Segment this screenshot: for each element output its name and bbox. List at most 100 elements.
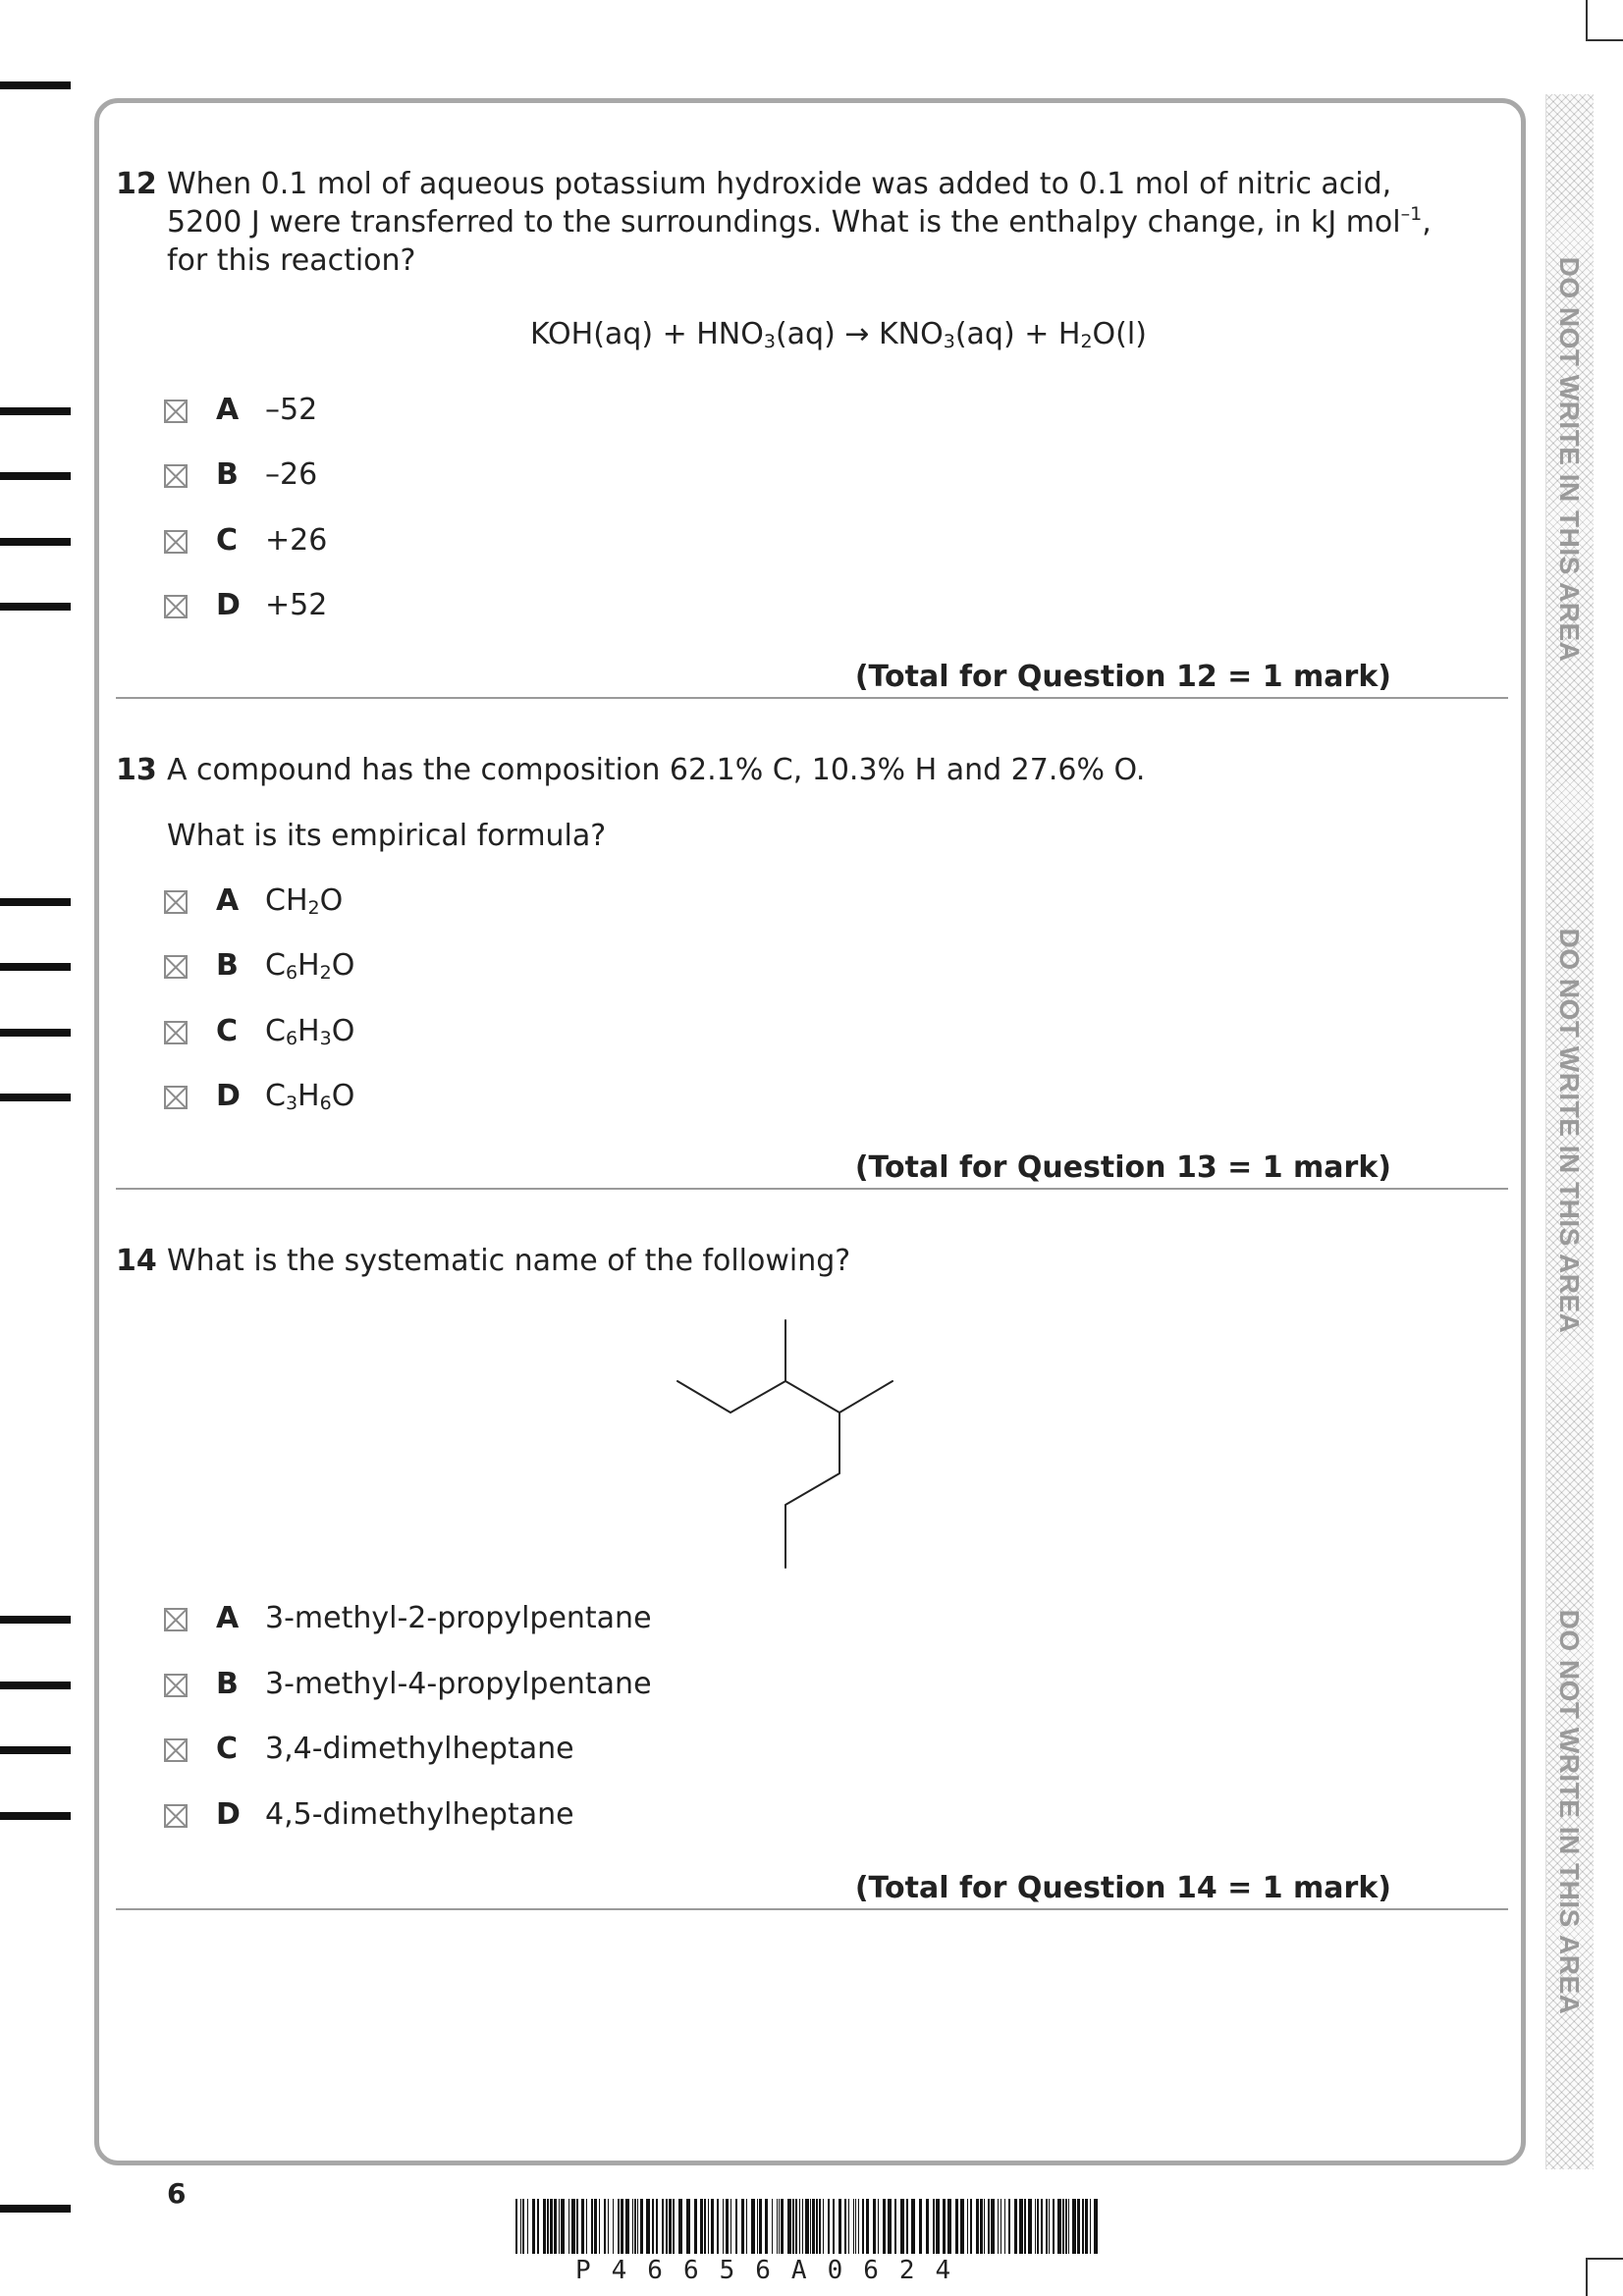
timing-mark — [0, 1812, 71, 1820]
option-text: 3-methyl-4-propylpentane — [265, 1667, 652, 1701]
question-total: (Total for Question 12 = 1 mark) — [854, 660, 1391, 694]
barcode-bar — [816, 2199, 818, 2254]
answer-checkbox-12b[interactable] — [164, 464, 188, 488]
option-formula: C6H3O — [265, 1014, 355, 1049]
question-total: (Total for Question 13 = 1 mark) — [854, 1150, 1391, 1185]
question-12-line-2: 5200 J were transferred to the surroundi… — [167, 203, 1432, 240]
barcode-bar — [656, 2199, 658, 2254]
option-letter: B — [216, 1667, 239, 1701]
barcode-bar — [746, 2199, 747, 2254]
barcode-bar — [586, 2199, 587, 2254]
barcode-bar — [883, 2199, 886, 2254]
answer-checkbox-13c[interactable] — [164, 1021, 188, 1044]
crop-mark — [1586, 2258, 1623, 2260]
barcode-bar — [522, 2199, 524, 2254]
timing-mark — [0, 1029, 71, 1037]
barcode-bar — [810, 2199, 811, 2254]
question-13-text: A compound has the composition 62.1% C, … — [167, 753, 1146, 787]
answer-checkbox-14d[interactable] — [164, 1804, 188, 1828]
barcode-bar — [520, 2199, 521, 2254]
barcode-bar — [735, 2199, 737, 2254]
barcode-bar — [1053, 2199, 1055, 2254]
barcode-bar — [613, 2199, 614, 2254]
barcode-bar — [532, 2199, 535, 2254]
option-letter: D — [216, 588, 241, 622]
barcode-bar — [906, 2199, 908, 2254]
barcode-bar — [779, 2199, 780, 2254]
question-12-text: When 0.1 mol of aqueous potassium hydrox… — [167, 165, 1443, 280]
barcode-bar — [704, 2199, 706, 2254]
barcode-bar — [976, 2199, 979, 2254]
question-number: 13 — [116, 753, 157, 787]
main-chain-bond — [676, 1380, 840, 1569]
option-letter: A — [216, 393, 240, 427]
option-formula: C3H6O — [265, 1079, 355, 1114]
answer-checkbox-13a[interactable] — [164, 890, 188, 914]
barcode-bar — [1068, 2199, 1069, 2254]
barcode-bar — [1019, 2199, 1023, 2254]
answer-checkbox-14b[interactable] — [164, 1674, 188, 1697]
barcode-bar — [1057, 2199, 1061, 2254]
timing-mark — [0, 407, 71, 415]
answer-checkbox-13d[interactable] — [164, 1086, 188, 1109]
question-number: 12 — [116, 167, 157, 201]
barcode-bar — [833, 2199, 835, 2254]
barcode-bar — [1085, 2199, 1088, 2254]
barcode — [515, 2199, 1098, 2254]
barcode-bar — [608, 2199, 609, 2254]
timing-mark — [0, 603, 71, 611]
barcode-bar — [571, 2199, 575, 2254]
barcode-bar — [618, 2199, 620, 2254]
barcode-bar — [947, 2199, 951, 2254]
barcode-bar — [955, 2199, 958, 2254]
timing-mark — [0, 1746, 71, 1754]
barcode-bar — [991, 2199, 995, 2254]
barcode-bar — [594, 2199, 597, 2254]
page-number: 6 — [167, 2177, 187, 2210]
answer-checkbox-14a[interactable] — [164, 1608, 188, 1631]
barcode-bar — [662, 2199, 664, 2254]
barcode-bar — [772, 2199, 773, 2254]
answer-checkbox-13b[interactable] — [164, 955, 188, 979]
barcode-bar — [819, 2199, 821, 2254]
option-formula: CH2O — [265, 883, 344, 919]
barcode-bar — [799, 2199, 800, 2254]
barcode-bar — [795, 2199, 797, 2254]
barcode-bar — [1028, 2199, 1032, 2254]
barcode-bar — [711, 2199, 714, 2254]
barcode-bar — [988, 2199, 990, 2254]
answer-checkbox-12d[interactable] — [164, 595, 188, 618]
barcode-bar — [751, 2199, 755, 2254]
barcode-bar — [777, 2199, 778, 2254]
crop-mark — [1586, 2258, 1588, 2296]
question-total: (Total for Question 14 = 1 mark) — [854, 1871, 1391, 1905]
barcode-bar — [853, 2199, 854, 2254]
option-letter: C — [216, 1732, 239, 1766]
barcode-bar — [967, 2199, 968, 2254]
barcode-bar — [855, 2199, 856, 2254]
do-not-write-banner: DO NOT WRITE IN THIS AREA — [1554, 256, 1585, 663]
answer-checkbox-12a[interactable] — [164, 400, 188, 423]
barcode-bar — [1046, 2199, 1048, 2254]
barcode-bar — [694, 2199, 697, 2254]
barcode-bar — [576, 2199, 578, 2254]
question-number: 14 — [116, 1244, 157, 1278]
barcode-bar — [669, 2199, 672, 2254]
barcode-bar — [960, 2199, 964, 2254]
answer-checkbox-14c[interactable] — [164, 1738, 188, 1762]
option-formula: C6H2O — [265, 948, 355, 984]
do-not-write-banner: DO NOT WRITE IN THIS AREA — [1554, 1609, 1585, 2015]
question-frame — [94, 98, 1526, 2165]
timing-mark — [0, 538, 71, 546]
barcode-bar — [980, 2199, 983, 2254]
barcode-bar — [781, 2199, 784, 2254]
barcode-bar — [802, 2199, 803, 2254]
barcode-bar — [652, 2199, 654, 2254]
barcode-bar — [1065, 2199, 1067, 2254]
answer-checkbox-12c[interactable] — [164, 530, 188, 554]
barcode-bar — [604, 2199, 606, 2254]
barcode-bar — [581, 2199, 584, 2254]
barcode-bar — [632, 2199, 633, 2254]
timing-mark — [0, 2205, 71, 2213]
question-14-text: What is the systematic name of the follo… — [167, 1244, 851, 1278]
